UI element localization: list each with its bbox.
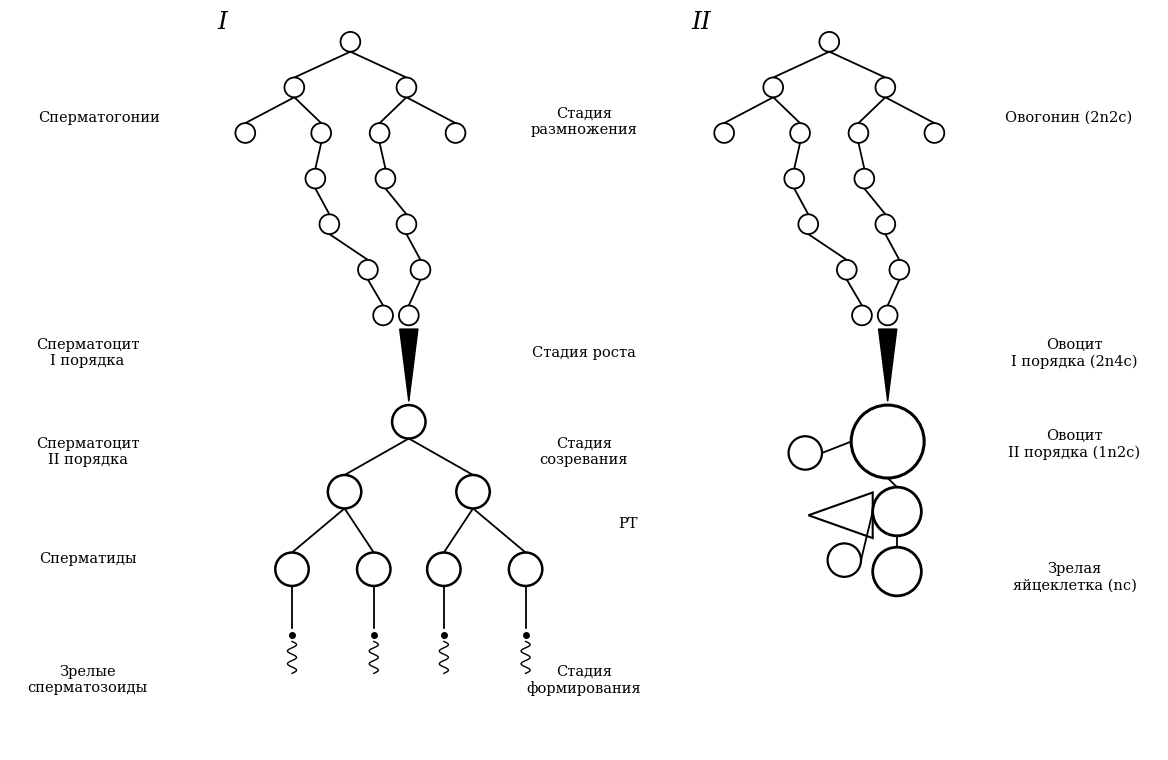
Ellipse shape	[872, 547, 922, 596]
Ellipse shape	[399, 306, 418, 325]
Ellipse shape	[876, 214, 895, 234]
Ellipse shape	[427, 553, 460, 586]
Polygon shape	[878, 329, 897, 401]
Ellipse shape	[925, 123, 944, 143]
Ellipse shape	[320, 214, 339, 234]
Ellipse shape	[285, 78, 304, 97]
Text: Овоцит
I порядка (2n4c): Овоцит I порядка (2n4c)	[1011, 338, 1138, 369]
Ellipse shape	[715, 123, 734, 143]
Ellipse shape	[397, 214, 416, 234]
Text: Сперматиды: Сперматиды	[39, 552, 137, 565]
Ellipse shape	[837, 260, 856, 280]
Ellipse shape	[341, 32, 360, 52]
Text: Стадия
размножения: Стадия размножения	[530, 106, 638, 137]
Ellipse shape	[236, 123, 255, 143]
Text: Сперматоцит
II порядка: Сперматоцит II порядка	[36, 437, 139, 467]
Ellipse shape	[799, 214, 818, 234]
Ellipse shape	[876, 78, 895, 97]
Text: Сперматогонии: Сперматогонии	[39, 111, 160, 125]
Text: РТ: РТ	[619, 518, 638, 531]
Ellipse shape	[820, 32, 839, 52]
Ellipse shape	[788, 436, 822, 470]
Text: I: I	[217, 11, 227, 34]
Ellipse shape	[509, 553, 542, 586]
Ellipse shape	[370, 123, 389, 143]
Text: Стадия
формирования: Стадия формирования	[527, 664, 641, 696]
Ellipse shape	[374, 306, 392, 325]
Ellipse shape	[764, 78, 783, 97]
Ellipse shape	[828, 543, 861, 577]
Polygon shape	[399, 329, 418, 401]
Ellipse shape	[376, 169, 395, 188]
Text: Зрелые
сперматозоиды: Зрелые сперматозоиды	[28, 665, 147, 695]
Ellipse shape	[446, 123, 465, 143]
Ellipse shape	[411, 260, 430, 280]
Ellipse shape	[357, 553, 390, 586]
Ellipse shape	[878, 306, 897, 325]
Ellipse shape	[276, 553, 308, 586]
Ellipse shape	[791, 123, 809, 143]
Ellipse shape	[855, 169, 874, 188]
Ellipse shape	[328, 475, 361, 508]
Ellipse shape	[872, 487, 922, 536]
Ellipse shape	[851, 405, 924, 478]
Ellipse shape	[397, 78, 416, 97]
Ellipse shape	[853, 306, 871, 325]
Ellipse shape	[457, 475, 489, 508]
Text: Зрелая
яйцеклетка (nc): Зрелая яйцеклетка (nc)	[1013, 562, 1136, 593]
Text: Овогонин (2n2c): Овогонин (2n2c)	[1006, 111, 1132, 125]
Ellipse shape	[359, 260, 377, 280]
Ellipse shape	[312, 123, 331, 143]
Ellipse shape	[306, 169, 325, 188]
Ellipse shape	[785, 169, 804, 188]
Text: Овоцит
II порядка (1n2c): Овоцит II порядка (1n2c)	[1008, 429, 1141, 460]
Text: Стадия
созревания: Стадия созревания	[540, 437, 628, 467]
Text: Стадия роста: Стадия роста	[533, 347, 635, 360]
Ellipse shape	[849, 123, 868, 143]
Ellipse shape	[890, 260, 909, 280]
Text: Сперматоцит
I порядка: Сперматоцит I порядка	[36, 338, 139, 369]
Text: II: II	[691, 11, 710, 34]
Ellipse shape	[392, 405, 425, 439]
